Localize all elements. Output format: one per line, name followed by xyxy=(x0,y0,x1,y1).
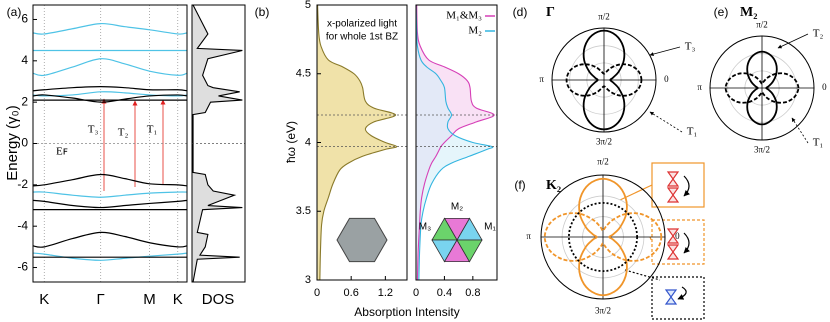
x-tick-label: M xyxy=(143,291,156,308)
y-tick-label: 4 xyxy=(21,53,28,67)
hex-label: M₃ xyxy=(419,222,431,233)
x-tick-label: 0.4 xyxy=(437,287,452,299)
x-tick-label: Γ xyxy=(97,291,105,308)
y-tick-label: 0 xyxy=(21,136,28,150)
x-tick-label: K xyxy=(39,291,49,308)
theta-tick-label: 3π/2 xyxy=(595,305,611,315)
area-line xyxy=(416,4,495,281)
area-line xyxy=(317,4,398,281)
y-tick-label: 4.5 xyxy=(296,68,311,80)
theta-tick-label: 3π/2 xyxy=(596,136,612,146)
x-tick-label: 0.8 xyxy=(465,287,480,299)
x-tick-label: K xyxy=(173,291,183,308)
annotation: T₂ xyxy=(118,127,129,139)
band-line xyxy=(32,58,188,77)
panel-label: (b) xyxy=(255,5,270,19)
plot-frame xyxy=(316,4,408,281)
annotation: T₁ xyxy=(147,124,158,136)
y-tick-label: -2 xyxy=(17,177,28,191)
theta-tick-label: π/2 xyxy=(597,157,609,167)
y-axis-label: ħω (eV) xyxy=(284,121,298,163)
polar-curve xyxy=(565,63,643,97)
connector xyxy=(649,236,653,243)
pointer xyxy=(649,46,681,57)
band-line xyxy=(32,191,188,198)
band-line xyxy=(32,86,188,92)
area-fill xyxy=(317,5,397,280)
theta-tick-label: 0 xyxy=(822,82,827,92)
y-tick-label: 4 xyxy=(305,136,311,148)
area-line xyxy=(415,4,494,281)
y-axis-label: Energy (γ₀) xyxy=(4,105,21,180)
y-tick-label: 3.5 xyxy=(296,205,311,217)
polar-curve xyxy=(578,177,628,297)
plot-frame xyxy=(415,4,498,281)
annotation: T₃ xyxy=(88,124,99,136)
y-tick-label: 2 xyxy=(21,94,28,108)
x-axis-label: DOS xyxy=(202,291,235,308)
panel-label: (f) xyxy=(514,178,525,192)
brillouin-zone-sector xyxy=(456,239,483,263)
inset-box xyxy=(651,276,705,320)
y-tick-label: -4 xyxy=(17,218,28,232)
y-tick-label: 3 xyxy=(305,274,311,286)
theta-tick-label: π/2 xyxy=(756,20,768,30)
legend-label: M₂ xyxy=(468,25,482,37)
theta-tick-label: π xyxy=(697,82,702,92)
pointer xyxy=(777,33,809,49)
series-label: T₁ xyxy=(813,137,824,149)
panel-label: (a) xyxy=(7,5,22,19)
theta-tick-label: π/2 xyxy=(598,12,610,22)
y-tick-label: 5 xyxy=(305,0,311,11)
theta-tick-label: 0 xyxy=(675,231,680,241)
plot-frame xyxy=(191,4,246,283)
band-line xyxy=(32,91,188,97)
x-axis-label: Absorption Intensity xyxy=(354,305,459,319)
hex-label: M₂ xyxy=(451,202,463,213)
band-line xyxy=(32,22,188,35)
band-line xyxy=(32,231,188,248)
band-line xyxy=(32,173,188,187)
y-tick-label: 6 xyxy=(21,12,28,26)
band-line xyxy=(32,252,188,261)
y-tick-label: -6 xyxy=(17,260,28,274)
annotation: Eꜰ xyxy=(56,146,68,158)
polar-curve xyxy=(746,50,778,126)
panel-title: Γ xyxy=(546,5,555,20)
band-line xyxy=(32,199,188,209)
annotation: x-polarized light xyxy=(327,19,397,30)
polar-curve xyxy=(724,72,800,104)
inset-boxes xyxy=(619,162,705,320)
series-label: T₁ xyxy=(687,126,698,138)
x-tick-label: 1.2 xyxy=(378,287,393,299)
band-line xyxy=(32,94,188,103)
cone-icons xyxy=(664,171,690,305)
panel-label: (e) xyxy=(714,5,729,19)
plot-frame xyxy=(32,4,188,283)
panel-title: K₂ xyxy=(546,178,561,193)
polar-curve xyxy=(543,212,663,262)
polar-curve xyxy=(582,29,626,131)
theta-tick-label: 0 xyxy=(664,74,669,84)
panel-label: (d) xyxy=(513,5,528,19)
area-line xyxy=(192,4,243,283)
x-tick-label: 0.6 xyxy=(344,287,359,299)
theta-tick-label: 3π/2 xyxy=(754,144,770,154)
x-tick-label: 0 xyxy=(314,287,320,299)
pointer xyxy=(791,117,809,144)
transition-arrows xyxy=(101,98,166,191)
series-label: T₂ xyxy=(813,28,824,40)
legend-label: M₁&M₃ xyxy=(446,10,482,22)
panel-title: M₂ xyxy=(740,5,757,20)
annotation: for whole 1st BZ xyxy=(326,32,398,43)
theta-tick-label: π xyxy=(526,231,531,241)
x-tick-label: 0 xyxy=(413,287,419,299)
theta-tick-label: π xyxy=(539,74,544,84)
series-label: T₃ xyxy=(685,41,696,53)
pointer xyxy=(649,111,683,133)
area-fill xyxy=(192,5,243,282)
brillouin-zone xyxy=(336,217,388,263)
hex-label: M₁ xyxy=(484,222,496,233)
